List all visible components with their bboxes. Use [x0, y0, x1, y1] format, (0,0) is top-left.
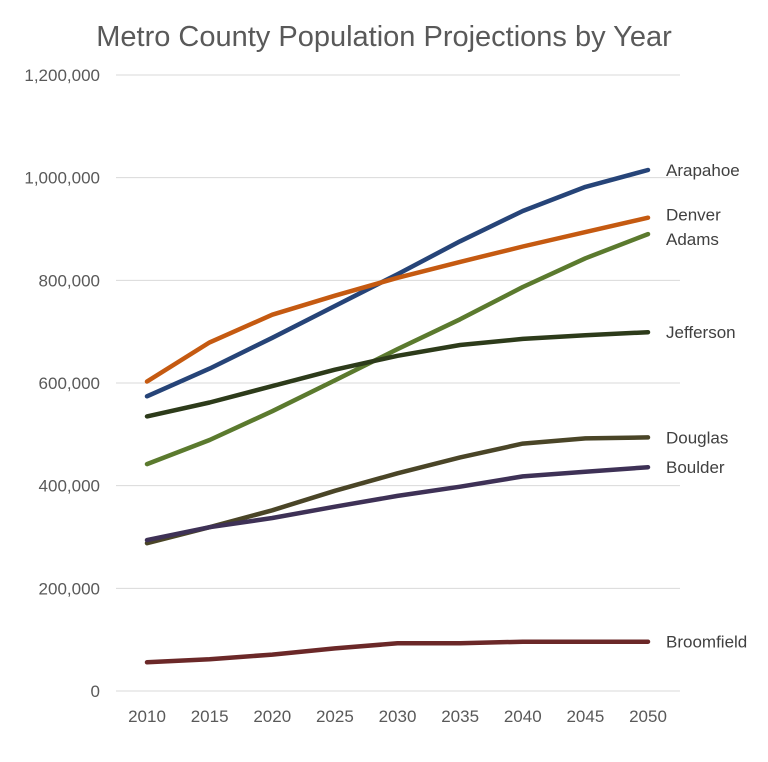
- x-tick-label: 2045: [566, 707, 604, 726]
- series-line-boulder: [144, 464, 651, 543]
- series-label-denver: Denver: [666, 206, 721, 225]
- x-axis-ticks: 2010 2015 2020 2025 2030 2035 2040 2045 2050: [128, 707, 667, 726]
- y-tick-label: 1,000,000: [24, 169, 100, 188]
- y-tick-label: 800,000: [39, 271, 100, 290]
- series-label-douglas: Douglas: [666, 428, 728, 447]
- x-tick-label: 2050: [629, 707, 667, 726]
- y-tick-label: 0: [91, 682, 100, 701]
- series-line-broomfield: [144, 639, 651, 665]
- y-tick-label: 200,000: [39, 579, 100, 598]
- series-label-arapahoe: Arapahoe: [666, 161, 740, 180]
- series-label-jefferson: Jefferson: [666, 323, 736, 342]
- series-label-broomfield: Broomfield: [666, 633, 747, 652]
- x-tick-label: 2015: [191, 707, 229, 726]
- y-tick-label: 600,000: [39, 374, 100, 393]
- series-line-jefferson: [144, 329, 651, 419]
- series-lines: [144, 167, 651, 665]
- gridlines: [116, 74, 680, 692]
- x-tick-label: 2010: [128, 707, 166, 726]
- series-label-adams: Adams: [666, 230, 719, 249]
- y-axis-ticks: 0 200,000 400,000 600,000 800,000 1,000,000 1,…: [24, 66, 100, 701]
- x-tick-label: 2035: [441, 707, 479, 726]
- y-tick-label: 400,000: [39, 477, 100, 496]
- x-tick-label: 2030: [379, 707, 417, 726]
- series-line-douglas: [144, 435, 651, 546]
- series-labels: Arapahoe Denver Adams Jefferson Douglas Bould…: [666, 161, 747, 652]
- chart-title: Metro County Population Projections by Y…: [96, 21, 672, 53]
- x-tick-label: 2025: [316, 707, 354, 726]
- series-line-adams: [144, 231, 651, 467]
- series-label-boulder: Boulder: [666, 458, 725, 477]
- series-line-arapahoe: [144, 167, 651, 399]
- x-tick-label: 2040: [504, 707, 542, 726]
- x-tick-label: 2020: [253, 707, 291, 726]
- y-tick-label: 1,200,000: [24, 66, 100, 85]
- series-line-denver: [144, 215, 651, 384]
